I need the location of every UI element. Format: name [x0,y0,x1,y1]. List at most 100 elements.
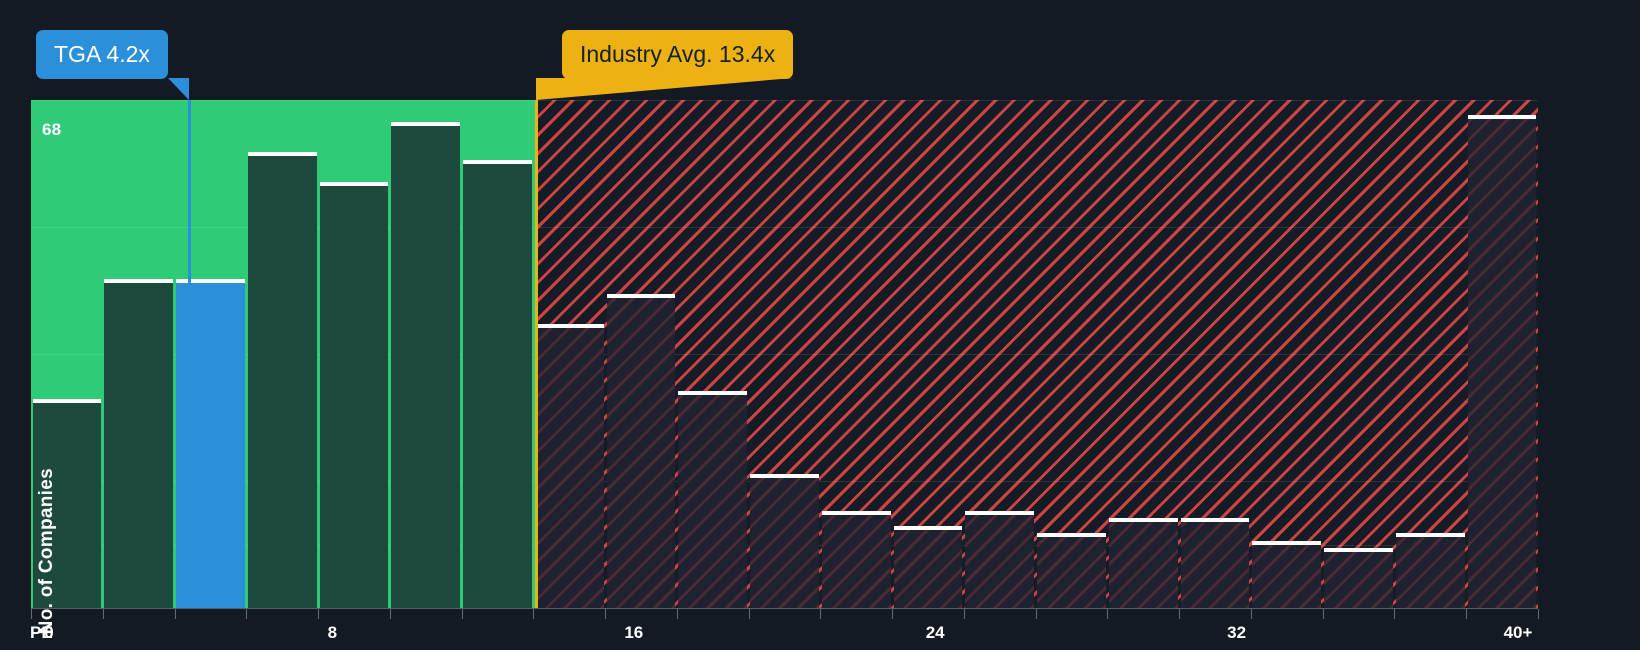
x-axis-tick [1036,609,1037,619]
bar[interactable] [750,474,819,608]
x-axis-tick [749,609,750,619]
x-axis-tick [677,609,678,619]
bar[interactable] [1180,518,1250,608]
x-axis-tick [605,609,606,619]
x-axis-tick [533,609,534,619]
bar-top-cap [1180,518,1250,522]
bar-top-cap [319,182,389,186]
bar-top-cap [534,324,604,328]
x-axis-tick [1538,609,1539,619]
bar-top-cap [1037,533,1106,537]
bar-top-cap [1252,541,1322,545]
x-axis-label: 40+ [1503,623,1533,642]
bar[interactable] [104,279,173,608]
bar-top-cap [1395,533,1465,537]
marker-badge-label: TGA 4.2x [54,41,150,67]
bar[interactable] [821,511,891,608]
x-axis-tick [103,609,104,619]
x-axis-tick [175,609,176,619]
bar-body [104,283,173,608]
bar-body [965,515,1035,608]
x-axis-tick [1394,609,1395,619]
bar-body [1037,537,1106,608]
bar-body [176,283,245,608]
x-axis-tick [318,609,319,619]
bar-body [1180,522,1250,608]
bar-top-cap [1324,548,1393,552]
bar-body [247,156,317,608]
bar[interactable] [319,182,389,608]
bar-body [821,515,891,608]
bar[interactable] [1324,548,1393,608]
bar[interactable] [678,391,748,608]
bar-top-cap [1467,115,1537,119]
bar-body [534,328,604,608]
x-axis-label: 32 [1227,623,1247,642]
bar[interactable] [463,160,532,608]
x-axis-tick [964,609,965,619]
bar[interactable] [1108,518,1178,608]
bar[interactable] [893,526,963,608]
x-axis-tick [390,609,391,619]
x-axis-tick [1466,609,1467,619]
overvalued-zone [535,100,1538,608]
bar[interactable] [32,399,102,608]
bar-body [32,403,102,608]
marker-badge-company[interactable]: TGA 4.2x [36,30,168,79]
x-axis-label: 0 [44,623,54,642]
plot-area [31,100,1538,608]
bar-top-cap [678,391,748,395]
x-axis-title: PE [30,623,53,642]
bar[interactable] [247,152,317,608]
bar[interactable] [1252,541,1322,608]
bar-top-cap [821,511,891,515]
bar[interactable] [1467,115,1537,608]
bar-top-cap [247,152,317,156]
x-axis-label: 16 [624,623,644,642]
x-axis-tick [892,609,893,619]
bar[interactable] [1395,533,1465,608]
bar-body [391,126,461,608]
marker-line-industry [534,100,538,608]
bar-top-cap [1108,518,1178,522]
x-axis-tick [31,609,32,619]
bar-body [319,186,389,608]
bar-body [1467,119,1537,608]
bar-body [678,395,748,608]
x-axis-label: 8 [327,623,338,642]
bar[interactable] [1037,533,1106,608]
bar-top-cap [893,526,963,530]
x-axis-label: 24 [925,623,945,642]
x-axis-line [31,608,1538,609]
x-axis-tick [1251,609,1252,619]
bar[interactable] [176,279,245,608]
bar-body [1108,522,1178,608]
bar-body [1324,552,1393,608]
bar-body [750,478,819,608]
bar[interactable] [606,294,676,608]
marker-badge-tail-company [167,78,189,100]
x-axis-tick [1323,609,1324,619]
bar-top-cap [391,122,461,126]
bar-body [1395,537,1465,608]
bar-top-cap [32,399,102,403]
marker-badge-industry[interactable]: Industry Avg. 13.4x [562,30,794,79]
bar-top-cap [606,294,676,298]
bar-body [893,530,963,608]
x-axis-tick [462,609,463,619]
bar-top-cap [965,511,1035,515]
x-axis-tick [820,609,821,619]
x-axis-tick [1179,609,1180,619]
marker-badge-label: Industry Avg. 13.4x [580,41,776,67]
bar-top-cap [463,160,532,164]
bar-top-cap [104,279,173,283]
bar[interactable] [391,122,461,608]
y-axis-title: No. of Companies [36,467,57,634]
marker-badge-tail-industry [535,78,793,100]
bar-top-cap [176,279,245,283]
marker-line-company [188,100,192,608]
bar[interactable] [965,511,1035,608]
bar[interactable] [534,324,604,608]
bar-body [606,298,676,608]
